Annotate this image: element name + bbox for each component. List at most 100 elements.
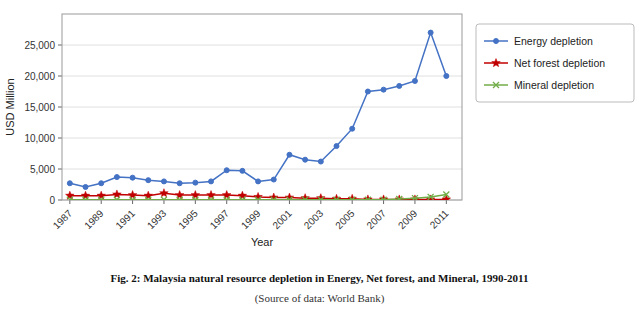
x-tick-label: 1987 [51, 207, 75, 231]
x-tick [320, 200, 321, 204]
x-tick [226, 200, 227, 204]
point [114, 175, 119, 180]
x-tick [258, 200, 259, 204]
x-tick-label: 2011 [428, 207, 451, 230]
point [286, 197, 292, 200]
legend-box [476, 24, 634, 102]
point [193, 180, 198, 185]
point [287, 152, 292, 157]
point [83, 184, 88, 189]
y-tick-label: 0 [49, 195, 55, 206]
legend-marker [492, 59, 501, 67]
point [381, 87, 386, 92]
x-axis-label: Year [251, 236, 274, 248]
point [381, 197, 387, 200]
point [271, 177, 276, 182]
y-tick [58, 107, 62, 108]
point [192, 197, 198, 200]
point [318, 197, 324, 200]
title: Fig. 2: Malaysia natural resource deplet… [111, 272, 529, 284]
point [209, 179, 214, 184]
grid-line [62, 107, 462, 108]
x-tick-label: 1995 [176, 207, 200, 231]
point [160, 189, 169, 197]
y-axis-label: USD Million [4, 78, 16, 135]
plot-area [66, 30, 451, 200]
x-tick [195, 200, 196, 204]
x-tick [446, 200, 447, 204]
y-tick [58, 200, 62, 201]
point [238, 191, 247, 199]
y-tick [58, 138, 62, 139]
x-tick [132, 200, 133, 204]
point [271, 197, 277, 200]
x-tick-label: 2007 [364, 207, 388, 231]
point [365, 197, 371, 200]
x-tick-label: 2003 [302, 207, 326, 231]
point [83, 197, 89, 200]
x-tick-label: 1999 [239, 207, 263, 231]
y-tick-label: 5,000 [30, 164, 55, 175]
y-tick-label: 25,000 [24, 40, 55, 51]
point [334, 197, 340, 200]
x-tick [352, 200, 353, 204]
x-tick-label: 2001 [270, 207, 294, 231]
legend-marker [493, 82, 499, 88]
subtitle: (Source of data: World Bank) [255, 292, 385, 305]
point [397, 83, 402, 88]
point [161, 197, 167, 200]
legend-label: Net forest depletion [514, 57, 605, 69]
x-tick [383, 200, 384, 204]
y-tick [58, 45, 62, 46]
point [443, 191, 449, 197]
point [365, 89, 370, 94]
point [334, 144, 339, 149]
x-tick [69, 200, 70, 204]
x-tick-label: 1989 [82, 207, 106, 231]
point [428, 30, 433, 35]
point [81, 191, 90, 199]
y-tick-label: 10,000 [24, 133, 55, 144]
y-tick-label: 15,000 [24, 102, 55, 113]
point [256, 179, 261, 184]
point [145, 197, 151, 200]
series-line [70, 33, 446, 187]
point [67, 181, 72, 186]
legend-label: Mineral depletion [514, 79, 594, 91]
point [177, 181, 182, 186]
point [144, 191, 153, 199]
point [350, 126, 355, 131]
grid-line [62, 45, 462, 46]
x-tick [163, 200, 164, 204]
point [428, 194, 434, 200]
x-tick-label: 1991 [113, 207, 137, 231]
x-tick [289, 200, 290, 204]
point [98, 197, 104, 200]
point [99, 181, 104, 186]
x-tick [414, 200, 415, 204]
plot-frame [62, 14, 462, 200]
grid-line [62, 169, 462, 170]
x-tick-label: 2009 [396, 207, 420, 231]
legend: Energy depletion Net forest depletion Mine… [476, 24, 634, 102]
point [97, 191, 106, 199]
point [444, 74, 449, 79]
grid-line [62, 138, 462, 139]
y-tick [58, 169, 62, 170]
point [224, 168, 229, 173]
x-tick-label: 1993 [145, 207, 169, 231]
legend-label: Energy depletion [514, 35, 593, 47]
point [396, 196, 402, 200]
chart: 05,00010,00015,00020,00025,0001987198919… [0, 0, 639, 323]
point [146, 178, 151, 183]
point [67, 197, 73, 200]
legend-marker [494, 39, 499, 44]
y-tick [58, 76, 62, 77]
point [114, 197, 120, 200]
grid-line [62, 76, 462, 77]
point [302, 197, 308, 200]
x-tick [101, 200, 102, 204]
point [130, 197, 136, 200]
point [130, 175, 135, 180]
point [224, 197, 230, 200]
